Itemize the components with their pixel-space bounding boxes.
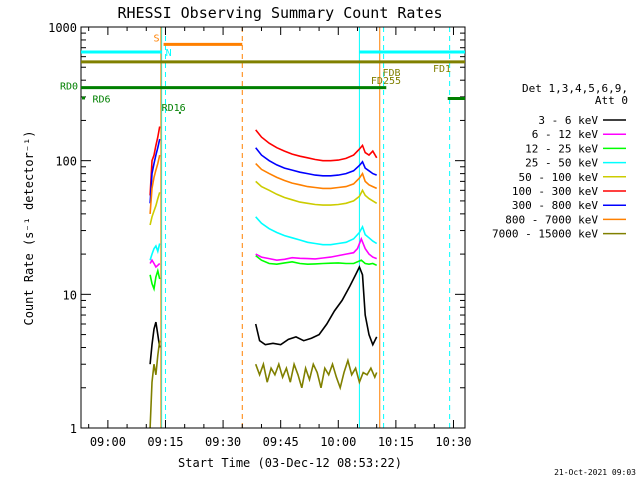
- legend-entry-label: 7000 - 15000 keV: [492, 228, 598, 241]
- series-line: [254, 357, 378, 391]
- x-axis-label: Start Time (03-Dec-12 08:53:22): [178, 456, 402, 470]
- x-tick-label: 09:30: [205, 435, 241, 449]
- y-axis: 1 10 100 1000: [48, 21, 465, 436]
- y-tick-label: 100: [55, 155, 77, 169]
- legend-entry-label: 12 - 25 keV: [525, 142, 598, 155]
- timestamp-stamp: 21-Oct-2021 09:03: [554, 468, 636, 477]
- flag-label: RD0: [60, 82, 78, 93]
- flag-label: FD255: [371, 76, 401, 87]
- flag-label: RD16: [162, 103, 186, 114]
- flag-label: FD1: [433, 64, 451, 75]
- y-tick-label: 1: [70, 422, 77, 436]
- series-line: [255, 163, 378, 190]
- series-line: [149, 258, 161, 269]
- legend-entry-label: 3 - 6 keV: [538, 114, 598, 127]
- chart-title: RHESSI Observing Summary Count Rates: [117, 4, 442, 22]
- x-tick-label: 09:45: [263, 435, 299, 449]
- series-line: [255, 254, 378, 267]
- series-line: [149, 321, 161, 365]
- flag-label: S: [154, 33, 160, 44]
- flag-label: FDB: [382, 68, 400, 79]
- y-axis-label: Count Rate (s⁻¹ detector⁻¹): [22, 130, 36, 325]
- legend-entry-label: 50 - 100 keV: [519, 171, 599, 184]
- x-tick-label: 10:30: [435, 435, 471, 449]
- series-line: [254, 265, 378, 347]
- series-line: [149, 267, 161, 292]
- series-line: [149, 154, 161, 214]
- series-line: [255, 236, 377, 262]
- legend-entry-label: 6 - 12 keV: [532, 128, 599, 141]
- series-line: [149, 138, 161, 204]
- plot-area: [81, 27, 451, 428]
- x-axis: 09:00 09:15 09:30 09:45 10:00 10:15 10:30: [88, 27, 472, 449]
- legend-entry-label: 25 - 50 keV: [525, 157, 598, 170]
- flag-label: RD6: [93, 94, 111, 105]
- x-tick-label: 09:00: [90, 435, 126, 449]
- y-tick-label: 10: [63, 288, 77, 302]
- series-line: [149, 192, 161, 226]
- legend-entry-label: 300 - 800 keV: [512, 199, 598, 212]
- flag-marker: [178, 111, 181, 114]
- series-line: [149, 126, 161, 196]
- y-tick-label: 1000: [48, 21, 77, 35]
- series-line: [255, 129, 378, 162]
- flag-label: N: [166, 48, 172, 59]
- series-line: [149, 340, 161, 428]
- legend-title: Att 0: [595, 94, 628, 107]
- x-tick-label: 10:00: [320, 435, 356, 449]
- x-tick-label: 10:15: [378, 435, 414, 449]
- legend-entry-label: 800 - 7000 keV: [505, 213, 598, 226]
- series-line: [149, 243, 161, 261]
- plot-frame: [80, 26, 466, 429]
- series-line: [255, 216, 378, 246]
- legend-entry-label: 100 - 300 keV: [512, 185, 598, 198]
- flag-marker: [82, 96, 85, 100]
- x-tick-label: 09:15: [147, 435, 183, 449]
- series-line: [255, 147, 377, 177]
- series-line: [255, 180, 378, 206]
- legend-title: Det 1,3,4,5,6,9,: [522, 82, 628, 95]
